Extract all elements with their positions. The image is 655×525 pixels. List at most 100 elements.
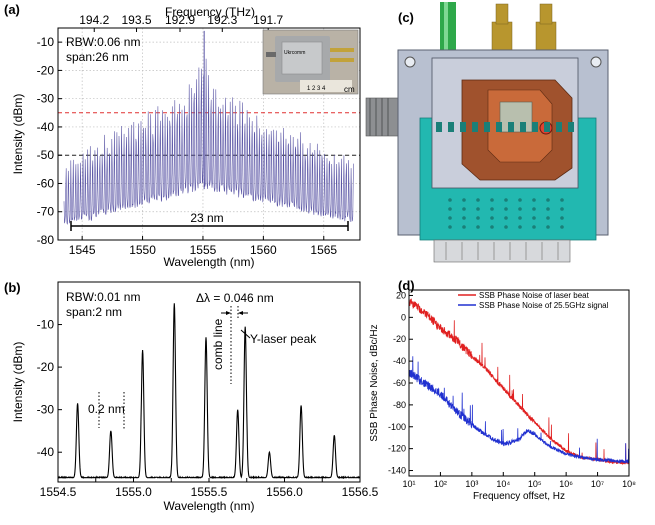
panel-a-x-tick-label: 1545 [69,243,96,257]
panel-b-delta-lambda-label: Δλ = 0.046 nm [196,291,274,305]
pcb-pad [508,122,514,132]
panel-a-y-tick-label: -70 [37,205,55,219]
panel-b-y-tick-label: -40 [37,445,55,459]
panel-b-spacing-label: 0.2 nm [88,402,125,416]
pcb-pin [560,225,564,229]
panel-b-x-tick-label: 1554.5 [40,485,77,499]
pcb-pin [462,225,466,229]
pcb-pad [544,122,550,132]
panel-a-inset-photo: Ukrcomm 1 2 3 4 cm [262,29,359,95]
pcb-pin [532,207,536,211]
panel-a-top-tick-label: 192.3 [207,13,237,27]
panel-a-inset-cm-label: cm [344,85,355,94]
pcb-pin [504,207,508,211]
panel-a-span-bracket: 23 nm [70,211,349,231]
pcb-pin [448,207,452,211]
panel-b-x-tick-label: 1556.5 [342,485,379,499]
panel-a-top-tick-label: 191.7 [253,13,283,27]
panel-a-spectrum-line [63,58,354,225]
panel-d-label: (d) [398,278,415,293]
pcb-pad [496,122,502,132]
panel-d-legend: SSB Phase Noise of laser beat SSB Phase … [458,291,609,310]
panel-d-y-tick-label: -20 [393,334,406,344]
panel-c-label: (c) [398,10,414,25]
panel-d-x-tick-label: 10⁸ [622,479,636,489]
panel-a: (a) Frequency (THz) 1545 1550 1555 1560 1565… [4,2,361,269]
pcb-pad [532,122,538,132]
pcb-pin [546,198,550,202]
panel-d-legend-25ghz: SSB Phase Noise of 25.5GHz signal [479,301,609,310]
pcb-pin [490,216,494,220]
pcb-pad [556,122,562,132]
panel-a-x-tick-label: 1565 [310,243,337,257]
panel-b-x-tick-label: 1556.0 [266,485,303,499]
pcb-pin [518,207,522,211]
panel-a-span-annotation: span:26 nm [66,50,129,64]
panel-d-y-tick-label: -40 [393,356,406,366]
pcb-pin [476,198,480,202]
pcb-pin [448,198,452,202]
pcb-pin [532,216,536,220]
panel-a-rbw-annotation: RBW:0.06 nm [66,35,140,49]
pcb-pin [504,198,508,202]
panel-b-y-axis-label: Intensity (dBm) [11,342,25,423]
pcb-pin [490,225,494,229]
pcb-pin [448,225,452,229]
panel-a-y-tick-label: -20 [37,63,55,77]
panel-b-x-tick-label: 1555.0 [115,485,152,499]
panel-a-label: (a) [4,2,20,17]
panel-b-spectrum-line [57,303,361,480]
panel-a-y-tick-label: -60 [37,176,55,190]
panel-d-x-tick-label: 10⁴ [496,479,510,489]
panel-a-y-tick-label: -10 [37,35,55,49]
panel-a-x-axis-label: Wavelength (nm) [164,255,255,269]
panel-b-y-tick-label: -20 [37,360,55,374]
panel-b-spacing-marker: 0.2 nm [88,392,125,430]
module-cad-drawing [365,2,609,263]
panel-d-x-tick-label: 10⁷ [591,479,604,489]
pcb-pin [462,216,466,220]
panel-a-plot-frame [57,27,361,241]
pcb-pin [560,207,564,211]
panel-b-laser-peak-callout: Y-laser peak [240,329,317,346]
panel-b-y-tick-label: -30 [37,403,55,417]
panel-b-x-tick-label: 1555.5 [191,485,228,499]
pcb-pin [490,207,494,211]
panel-d-y-tick-label: 0 [401,312,406,322]
panel-d-x-tick-label: 10³ [465,479,478,489]
panel-b-comb-line-label: comb line [211,318,225,370]
pcb-pad [436,122,442,132]
panel-d-x-tick-label: 10¹ [402,479,415,489]
panel-d-series-line [408,356,630,464]
panel-d-y-tick-label: -60 [393,378,406,388]
pcb-pin [476,216,480,220]
panel-a-top-tick-label: 193.5 [122,13,152,27]
panel-a-top-tick-label: 192.9 [165,13,195,27]
panel-d-y-axis-label: SSB Phase Noise, dBc/Hz [369,324,380,441]
panel-d-x-tick-label: 10⁵ [528,479,542,489]
panel-a-y-axis-label: Intensity (dBm) [11,94,25,175]
panel-b-y-tick-label: -10 [37,318,55,332]
pcb-pin [476,207,480,211]
panel-d-series [408,296,630,466]
pcb-pad [484,122,490,132]
panel-a-x-tick-label: 1560 [250,243,277,257]
panel-a-top-axis-label: Frequency (THz) [165,5,255,19]
panel-d-legend-laser-beat: SSB Phase Noise of laser beat [479,291,590,300]
pcb-pin [462,198,466,202]
panel-a-x-ticks: 1545 1550 1555 1560 1565 [69,236,337,257]
panel-a-y-tick-label: -40 [37,120,55,134]
panel-d-x-axis-label: Frequency offset, Hz [473,491,565,502]
panel-d-y-tick-label: -120 [388,444,406,454]
pcb-pin [518,216,522,220]
panel-b: (b) 1554.5 1555.0 1555.5 1556.0 1556.5 -40 -3… [4,280,379,513]
pcb-pin [532,225,536,229]
panel-a-y-ticks: -80 -70 -60 -50 -40 -30 -20 -10 [37,35,62,247]
pcb-pin [462,207,466,211]
panel-a-y-tick-label: -30 [37,92,55,106]
panel-d: (d) 10¹ 10² 10³ 10⁴ 10⁵ 10⁶ 10⁷ 10⁸ -140 -120 -10… [369,278,636,502]
pcb-pin [504,225,508,229]
pcb-pin [448,216,452,220]
panel-d-y-tick-label: 20 [396,290,406,300]
